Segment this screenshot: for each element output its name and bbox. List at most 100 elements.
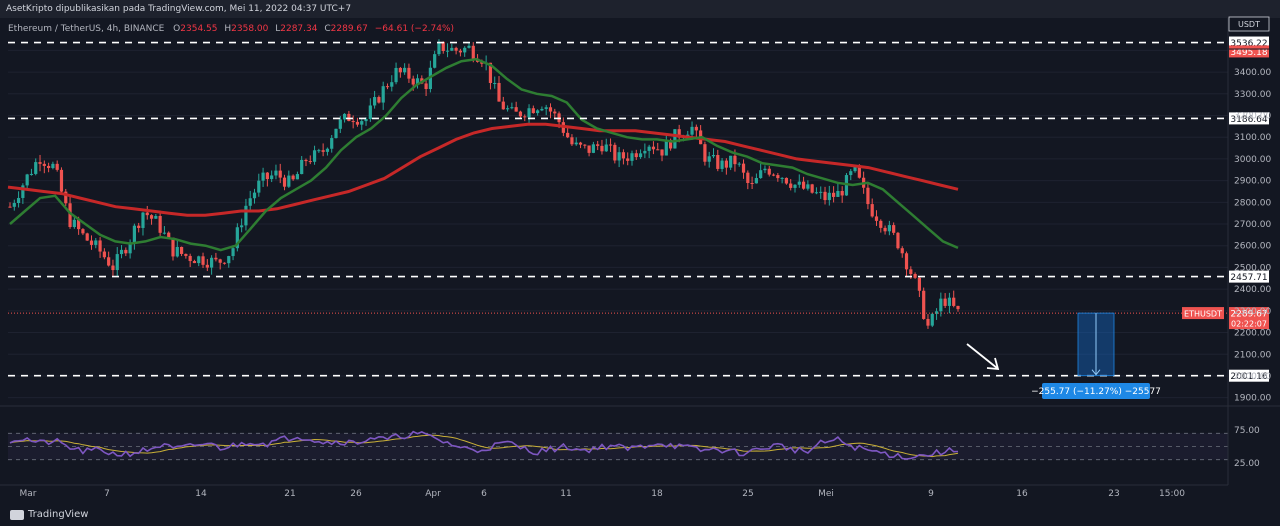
candle-body [621,152,626,159]
candle-body [304,159,308,162]
candle-body [711,155,716,157]
candle-body [175,246,179,257]
low-label: L [275,24,281,34]
candle-body [853,165,857,172]
candle-body [141,212,145,228]
candle-body [360,121,364,125]
time-tick-label: 18 [651,489,663,499]
candle-body [480,61,484,64]
candle-body [373,97,377,106]
candle-body [801,181,806,189]
candle-body [626,158,630,161]
candle-body [600,145,604,152]
candle-body [25,174,29,186]
measure-tool[interactable]: −255.77 (−11.27%) −25577 [1031,312,1161,399]
candle-body [342,113,347,120]
price-tick-label: 1900.00 [1234,394,1271,404]
candle-body [574,142,578,145]
candle-body [840,190,844,196]
candle-body [874,216,879,221]
rsi-tick-label: 75.00 [1234,426,1260,436]
candle-body [257,180,261,193]
candle-body [939,298,943,312]
candle-body [810,184,814,193]
countdown-label: 02:22:07 [1231,320,1267,329]
measure-label: −255.77 (−11.27%) −25577 [1031,387,1161,397]
price-tick-label: 3300.00 [1234,90,1271,100]
price-axis[interactable]: 1900.00 2000.00 2100.00 2200.00 2300.00 2400.… [1227,18,1271,485]
currency-label: USDT [1238,20,1260,29]
candle-body [488,62,493,83]
candle-body [94,240,98,245]
candle-body [544,107,548,109]
candle-body [501,101,505,110]
candle-body [355,121,360,125]
symbol-badge-label: ETHUSDT [1184,310,1222,319]
level-label: 3186.64 [1230,115,1267,125]
candle-body [943,298,947,306]
candle-body [638,153,643,158]
change-value: −64.61 (−2.74%) [374,24,455,34]
candle-body [741,163,746,173]
candle-body [870,204,874,217]
down-arrow-icon [966,343,1000,371]
rsi-panel: 25.00 75.00 [0,405,1280,469]
time-tick-label: Apr [425,489,441,499]
candle-body [205,264,209,268]
currency-badge [1228,16,1270,32]
candle-body [896,232,900,249]
candle-body [55,163,59,170]
arrow-shaft [966,343,998,369]
candle-body [261,172,265,181]
candle-body [733,155,737,165]
time-tick-label: 6 [481,489,487,499]
candle-body [458,50,463,53]
price-tick-label: 2800.00 [1234,198,1271,208]
grid [8,49,1228,399]
candle-body [746,172,750,183]
level-label: 3536.22 [1230,39,1267,49]
candle-body [330,138,334,149]
candle-body [231,248,235,257]
candle-body [218,259,222,263]
candle-body [806,184,810,189]
candle-body [673,129,677,149]
time-tick-label: 16 [1016,489,1028,499]
candle-body [437,41,441,55]
candle-body [270,175,274,180]
price-tick-label: 3200.00 [1234,112,1271,122]
candle-body [583,144,587,146]
candle-body [548,107,553,112]
close-label: C [324,24,331,34]
time-axis[interactable]: Mar 7 14 21 26 Apr 6 11 18 25 Mei 9 16 23 15:00 [0,484,1228,499]
time-tick-label: 23 [1108,489,1119,499]
level-badge [1229,369,1269,382]
candle-body [754,178,758,184]
candle-body [668,139,673,149]
candle-body [214,257,218,260]
candle-body [111,265,115,271]
candle-body [497,82,501,102]
candle-body [651,146,656,150]
candle-body [171,237,175,257]
candle-body [312,150,317,162]
candle-body [98,240,102,252]
candle-body [832,192,836,197]
candle-body [523,116,527,118]
candle-body [29,173,34,175]
measure-arrowhead [1091,369,1101,376]
candle-body [403,67,407,73]
price-chart[interactable]: 3536.22 3186.64 2457.71 2001.16 ETHUSDT 2289.… [0,0,1280,503]
candle-body [119,249,124,255]
candle-body [227,256,231,264]
time-tick-label: 26 [350,489,362,499]
candle-body [879,220,883,228]
candle-body [407,67,411,79]
candle-body [137,225,141,228]
candle-body [197,256,201,264]
candle-body [819,191,823,193]
candle-body [789,183,793,188]
candle-body [248,198,252,206]
candle-body [377,97,381,103]
candle-body [308,161,312,163]
